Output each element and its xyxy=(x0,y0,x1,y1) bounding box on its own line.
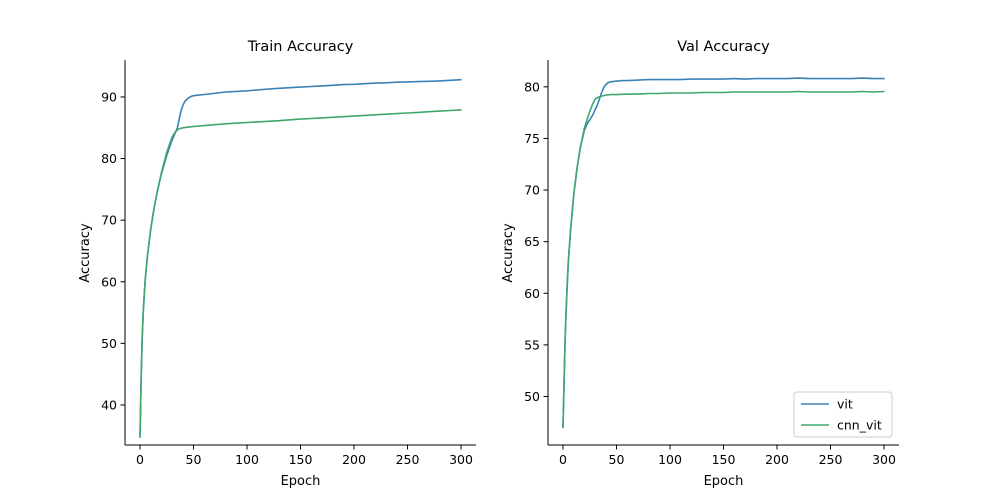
chart-title: Val Accuracy xyxy=(677,39,770,55)
legend: vit cnn_vit xyxy=(793,391,893,438)
x-tick-label: 200 xyxy=(765,452,789,467)
x-tick-label: 300 xyxy=(449,452,473,467)
x-axis-label: Epoch xyxy=(281,474,321,489)
plot-area: 0 50 100 150 200 250 300 50 55 60 65 70 75 80 xyxy=(524,77,896,467)
x-tick-label: 100 xyxy=(235,452,259,467)
x-tick-label: 0 xyxy=(559,452,567,467)
y-tick-label: 50 xyxy=(101,336,117,351)
y-tick-label: 50 xyxy=(524,389,540,404)
x-axis-label: Epoch xyxy=(704,474,744,489)
y-tick-label: 65 xyxy=(524,234,540,249)
y-tick-label: 40 xyxy=(101,397,117,412)
train-accuracy-panel: Train Accuracy Epoch Accuracy 0 50 100 150 2… xyxy=(78,39,476,489)
series-line-cnn-vit xyxy=(562,90,885,429)
y-tick-label: 80 xyxy=(101,151,117,166)
y-axis-label: Accuracy xyxy=(501,223,516,283)
plot-area: 0 50 100 150 200 250 300 40 50 60 70 80 90 xyxy=(101,78,473,467)
x-tick-label: 50 xyxy=(186,452,202,467)
x-tick-label: 50 xyxy=(609,452,625,467)
series-line-cnn-vit xyxy=(139,109,462,438)
x-tick-label: 150 xyxy=(712,452,736,467)
y-tick-label: 75 xyxy=(524,131,540,146)
y-tick-label: 70 xyxy=(524,183,540,198)
x-tick-label: 0 xyxy=(136,452,144,467)
y-tick-label: 60 xyxy=(101,274,117,289)
x-tick-label: 300 xyxy=(872,452,896,467)
x-tick-label: 250 xyxy=(819,452,843,467)
x-tick-label: 250 xyxy=(396,452,420,467)
legend-label-cnn-vit: cnn_vit xyxy=(837,418,882,433)
y-tick-label: 60 xyxy=(524,286,540,301)
y-tick-label: 55 xyxy=(524,337,540,352)
val-accuracy-panel: Val Accuracy Epoch Accuracy 0 50 100 150 200… xyxy=(501,39,899,489)
x-tick-label: 200 xyxy=(342,452,366,467)
y-tick-label: 70 xyxy=(101,213,117,228)
x-tick-label: 150 xyxy=(289,452,313,467)
y-tick-label: 80 xyxy=(524,79,540,94)
chart-title: Train Accuracy xyxy=(247,39,354,55)
legend-label-vit: vit xyxy=(837,397,853,412)
x-tick-label: 100 xyxy=(658,452,682,467)
y-tick-label: 90 xyxy=(101,89,117,104)
y-axis-label: Accuracy xyxy=(78,223,93,283)
